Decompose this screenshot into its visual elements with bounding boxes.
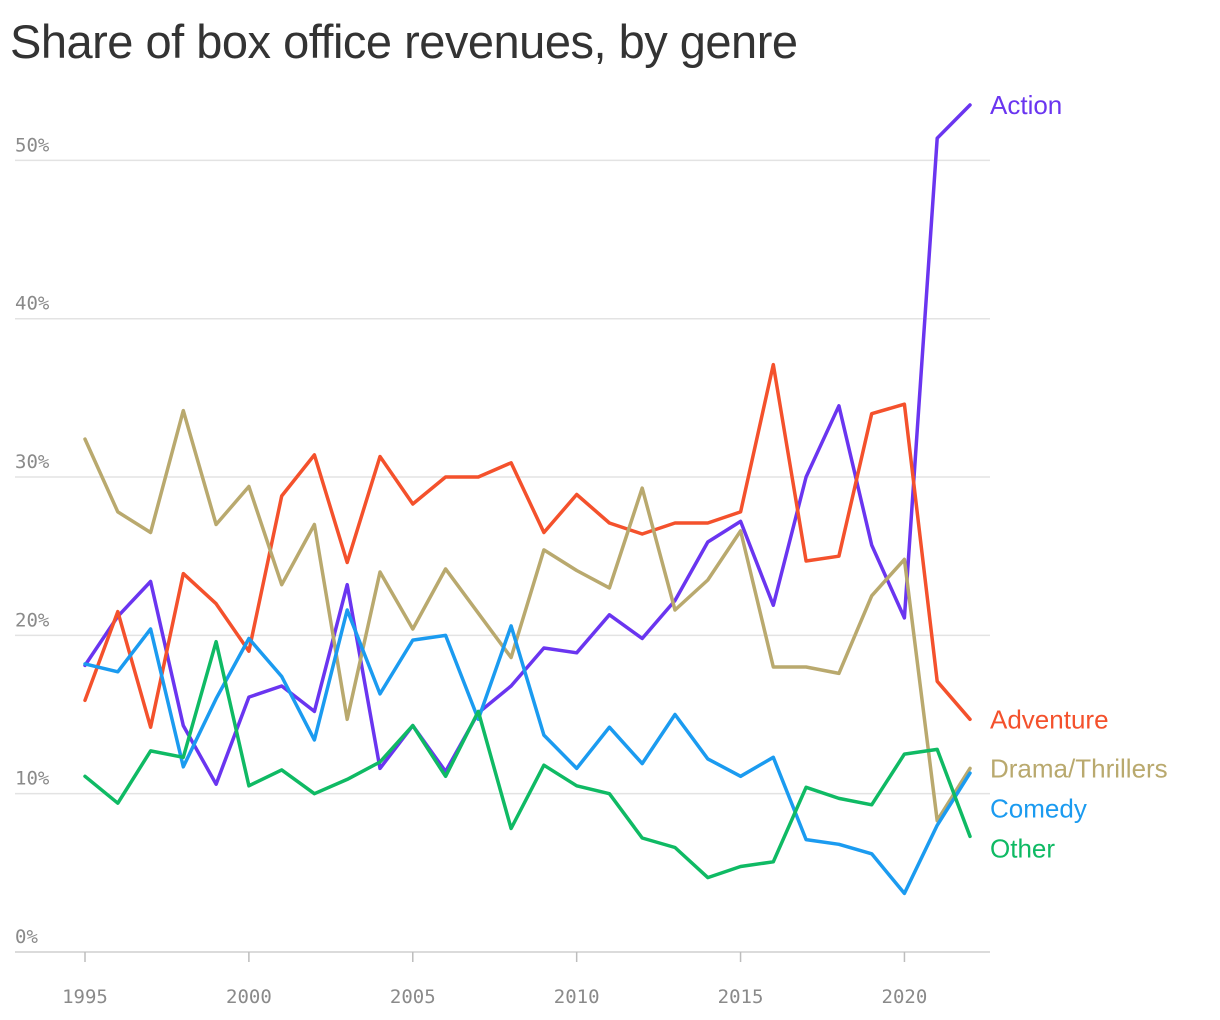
x-tick-label: 1995: [62, 986, 108, 1008]
series-line-adventure: [83, 362, 972, 729]
series-labels: Action Adventure Drama/Thrillers Comedy Othe…: [990, 90, 1168, 863]
x-tick-label: 2000: [226, 986, 272, 1008]
axes: 0% 10% 20% 30% 40% 50% 1995 2000 2005 2010 2015 202…: [15, 134, 927, 1008]
series-line-other: [83, 639, 972, 880]
series-line-drama-thrillers: [83, 408, 972, 823]
gridlines: [15, 159, 990, 953]
x-tick-label: 2020: [882, 986, 928, 1008]
y-tick-label: 20%: [15, 609, 50, 631]
x-tick-label: 2005: [390, 986, 436, 1008]
series-line-comedy: [83, 608, 972, 896]
series-line-action: [83, 103, 972, 786]
y-tick-label: 40%: [15, 293, 50, 315]
series-label-action: Action: [990, 90, 1062, 120]
x-tick-label: 2010: [554, 986, 600, 1008]
y-tick-label: 10%: [15, 768, 50, 790]
series-label-comedy: Comedy: [990, 793, 1087, 823]
series-lines: [83, 103, 972, 896]
y-tick-label: 50%: [15, 134, 50, 156]
chart-title: Share of box office revenues, by genre: [10, 15, 798, 68]
series-label-other: Other: [990, 833, 1055, 863]
series-label-drama-thrillers: Drama/Thrillers: [990, 753, 1168, 783]
series-label-adventure: Adventure: [990, 704, 1109, 734]
x-tick-label: 2015: [718, 986, 764, 1008]
y-tick-label: 30%: [15, 451, 50, 473]
y-tick-label: 0%: [15, 926, 38, 948]
